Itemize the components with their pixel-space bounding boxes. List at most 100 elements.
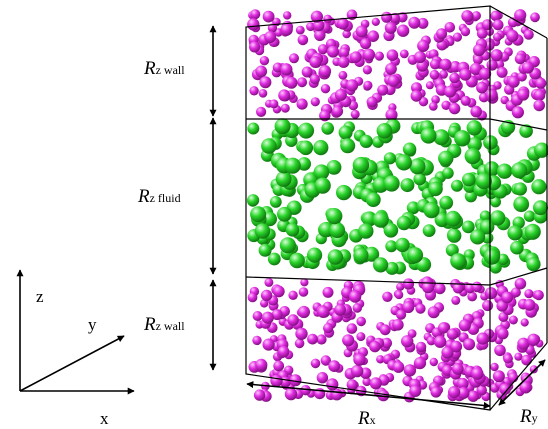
fluid-particle — [279, 237, 296, 254]
fluid-particle — [450, 253, 466, 269]
wall-particle — [316, 334, 327, 345]
wall-particle — [511, 106, 524, 119]
wall-particle — [296, 98, 308, 110]
rz-wall-top-label: Rz wall — [143, 58, 185, 79]
wall-particle — [451, 363, 464, 375]
wall-particle — [496, 66, 508, 78]
fluid-particle — [277, 206, 292, 222]
wall-particle — [339, 47, 350, 58]
wall-particle — [476, 332, 489, 345]
wall-particle — [422, 281, 434, 294]
wall-particle — [371, 17, 380, 26]
ry-label: Ry — [519, 406, 538, 427]
wall-particle — [476, 81, 488, 94]
wall-particle — [517, 88, 530, 101]
fluid-particle — [298, 122, 315, 139]
wall-particle — [350, 51, 362, 63]
wall-particle — [256, 106, 267, 117]
fluid-particle — [531, 179, 547, 195]
fluid-particle — [479, 210, 491, 222]
wall-particle — [351, 364, 364, 378]
fluid-particle — [359, 134, 373, 148]
wall-particle — [521, 61, 534, 74]
wall-particle — [262, 338, 275, 351]
wall-particle — [448, 102, 461, 115]
wall-particle — [295, 25, 305, 35]
fluid-particle — [383, 223, 399, 238]
wall-particle — [397, 12, 408, 23]
wall-particle — [467, 291, 478, 302]
wall-particle — [448, 386, 461, 399]
fluid-particle — [433, 129, 450, 146]
wall-particle — [356, 332, 366, 342]
rz-fluid-label: Rz fluid — [137, 186, 181, 207]
fluid-particle — [428, 181, 443, 197]
fluid-particle — [510, 240, 524, 255]
fluid-particle — [285, 134, 298, 147]
wall-particle — [247, 18, 260, 31]
fluid-particle — [454, 130, 471, 147]
wall-particle — [295, 327, 308, 340]
wall-particle — [297, 305, 310, 319]
wall-particle — [323, 323, 334, 334]
wall-particle — [297, 77, 308, 88]
fluid-particle — [483, 248, 501, 265]
fluid-particle — [250, 206, 267, 223]
wall-particle — [427, 306, 440, 319]
wall-particle — [473, 54, 483, 65]
fluid-particle — [490, 196, 501, 208]
fluid-particle — [329, 222, 346, 239]
wall-particle — [301, 66, 313, 78]
wall-particle — [323, 14, 333, 24]
wall-particle — [342, 334, 355, 347]
fluid-particle — [407, 247, 424, 264]
fluid-particle — [447, 228, 462, 243]
fluid-particle — [526, 257, 541, 272]
fluid-particle — [445, 243, 459, 257]
fluid-particle — [385, 240, 398, 253]
wall-particle — [520, 318, 529, 327]
wall-particle — [434, 282, 446, 295]
fluid-particle — [353, 247, 369, 263]
simulation-box — [245, 5, 548, 411]
ry-arrow — [498, 359, 546, 406]
wall-particle — [470, 105, 483, 118]
wall-particle — [481, 19, 493, 31]
fluid-particle — [372, 211, 389, 228]
fluid-particle — [267, 252, 281, 266]
wall-particle — [309, 74, 320, 85]
wall-particle — [385, 108, 398, 121]
wall-particle — [317, 44, 329, 55]
wall-particle — [460, 95, 471, 106]
fluid-particle — [352, 156, 370, 174]
wall-particle — [306, 22, 316, 32]
wall-particle — [425, 81, 434, 90]
wall-particle — [396, 309, 407, 320]
wall-particle — [381, 337, 393, 349]
wall-particle — [264, 277, 274, 287]
fluid-particle — [484, 161, 500, 177]
wall-particle — [310, 10, 323, 23]
wall-particle — [338, 70, 348, 80]
fluid-particle — [258, 243, 272, 257]
wall-particle — [492, 370, 505, 383]
wall-particle — [252, 311, 263, 321]
wall-particle — [331, 388, 343, 401]
wall-particle — [396, 24, 410, 37]
wall-particle — [514, 9, 527, 22]
y-axis-label: y — [88, 315, 97, 334]
fluid-particle — [383, 152, 396, 165]
wall-particle — [376, 355, 385, 364]
wall-particle — [530, 12, 540, 23]
wall-particle — [280, 103, 290, 113]
wall-particle — [459, 68, 472, 81]
wall-particle — [535, 77, 547, 89]
wall-particle — [271, 309, 283, 321]
wall-particle — [369, 340, 381, 353]
fluid-particle — [451, 179, 463, 192]
wall-particle — [278, 89, 291, 102]
wall-particle — [280, 63, 293, 76]
wall-particle — [402, 301, 415, 314]
wall-particle — [514, 352, 523, 361]
wall-particle — [260, 299, 269, 308]
